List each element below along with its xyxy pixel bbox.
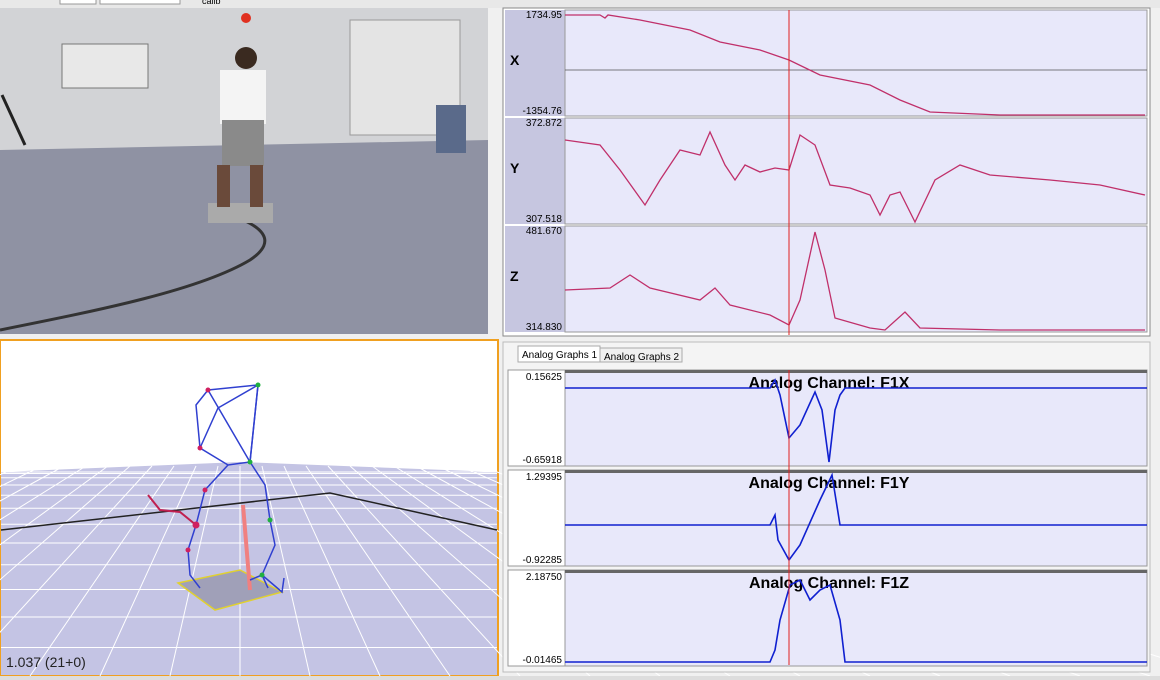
grid-line: [0, 465, 109, 546]
grid-line: [0, 465, 87, 521]
marker: [259, 572, 265, 578]
y-min-label: -1354.76: [523, 106, 563, 117]
trajectory-curve: [565, 14, 1145, 116]
view3d: 1.037 (21+0): [0, 339, 1160, 677]
grid-line: [305, 465, 451, 677]
toolbar-button[interactable]: [59, 0, 97, 5]
grid-line: [169, 465, 219, 677]
analog-curve: [565, 578, 1147, 663]
panel-header: [565, 570, 1147, 573]
marker: [202, 487, 208, 493]
axis-line: [0, 492, 498, 531]
analog-curve: [565, 378, 1147, 463]
panel-header: [565, 470, 1147, 473]
chair: [436, 105, 466, 153]
grid-line: [327, 465, 521, 677]
person-shorts: [222, 120, 264, 166]
bone: [187, 464, 229, 589]
tab-label: Analog Graphs 1: [522, 350, 597, 361]
tripod: [0, 94, 27, 146]
grid-line: [0, 465, 131, 581]
label-column: [507, 469, 566, 567]
marker: [197, 445, 203, 451]
timeline[interactable]: [0, 676, 1160, 680]
trajectory-curve: [564, 231, 1145, 331]
bone: [249, 461, 285, 594]
floor: [0, 140, 488, 334]
y-max-label: 0.15625: [526, 372, 563, 383]
markers: [185, 387, 211, 553]
y-max-label: 2.18750: [526, 572, 563, 583]
light: [241, 13, 251, 23]
panel-header: [565, 370, 1147, 373]
person-head: [235, 47, 257, 69]
label-column: [505, 10, 565, 116]
y-max-label: 481.670: [526, 226, 563, 237]
channel-title: Analog Channel: F1Y: [749, 475, 910, 492]
force-plate: [208, 203, 273, 223]
y-max-label: 1.29395: [526, 472, 563, 483]
y-max-label: 1734.95: [526, 10, 563, 21]
label-column: [505, 118, 565, 224]
plot-area: [564, 117, 1148, 225]
cable: [0, 213, 267, 332]
y-max-label: 372.872: [526, 118, 563, 129]
plot-area: [564, 369, 1148, 467]
y-min-label: -0.01465: [523, 655, 563, 666]
grid-line: [99, 465, 197, 677]
grid-line: [0, 465, 153, 633]
frame-label: 1.037 (21+0): [6, 654, 86, 670]
tab[interactable]: [599, 347, 683, 363]
video-panel: [0, 8, 488, 334]
grid-line: [261, 465, 311, 677]
marker: [192, 521, 200, 529]
axis-label: Y: [510, 160, 520, 176]
label-column: [507, 569, 566, 667]
markers: [247, 382, 273, 578]
plot-area: [564, 225, 1148, 333]
marker: [185, 547, 191, 553]
toolbar: [0, 0, 1160, 8]
person-shirt: [220, 70, 266, 124]
y-min-label: 314.830: [526, 322, 563, 333]
trajectory-curve: [564, 130, 1146, 224]
trail: [147, 494, 197, 526]
plot-area: [564, 9, 1148, 117]
y-min-label: 307.518: [526, 214, 563, 225]
plot-area: [564, 469, 1148, 567]
tab-label: Analog Graphs 2: [604, 352, 679, 363]
analog-curve: [565, 472, 1147, 562]
channel-title: Analog Channel: F1Z: [749, 575, 909, 592]
toolbar-label: calib: [202, 0, 221, 6]
axis-label: X: [510, 52, 520, 68]
marker: [205, 387, 211, 393]
y-min-label: -0.65918: [523, 455, 563, 466]
plot-area: [564, 569, 1148, 667]
grid-line: [29, 465, 175, 677]
label-column: [507, 369, 566, 467]
marker: [247, 459, 253, 465]
toolbar-button[interactable]: [99, 0, 181, 5]
axis-label: Z: [510, 268, 519, 284]
grid-line: [283, 465, 381, 677]
person-leg: [217, 165, 230, 207]
force-vector: [241, 504, 252, 591]
label-column: [505, 226, 565, 332]
y-min-label: -0.92285: [523, 555, 563, 566]
window: [61, 43, 149, 89]
marker: [255, 382, 261, 388]
person-leg: [250, 165, 263, 207]
marker: [267, 517, 273, 523]
